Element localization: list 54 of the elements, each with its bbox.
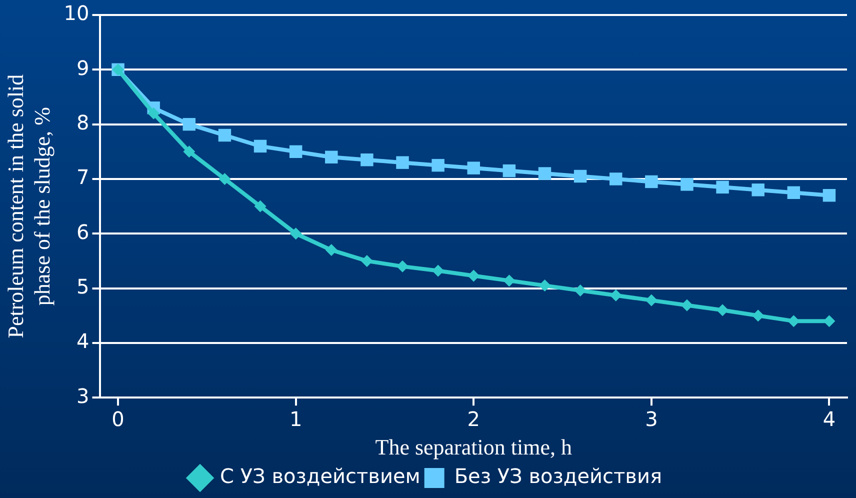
x-tick-label: 4 xyxy=(822,406,836,431)
y-tick-label: 3 xyxy=(76,384,90,408)
point xyxy=(468,270,480,282)
point xyxy=(289,145,302,158)
point xyxy=(502,164,516,178)
point xyxy=(254,200,266,212)
point xyxy=(218,172,231,185)
point xyxy=(822,189,836,202)
y-tick-label: 8 xyxy=(76,110,90,135)
y-tick-label: 10 xyxy=(64,1,90,26)
y-tick-label: 5 xyxy=(76,274,90,298)
point xyxy=(716,304,729,316)
legend-label: С УЗ воздействием xyxy=(220,464,420,488)
point xyxy=(680,299,693,312)
point xyxy=(752,310,764,322)
point xyxy=(610,172,622,186)
point xyxy=(503,274,516,287)
point xyxy=(325,150,338,164)
point xyxy=(538,280,551,292)
point xyxy=(432,264,444,277)
point xyxy=(254,140,267,153)
y-tick-label: 6 xyxy=(76,220,90,244)
x-tick-label: 0 xyxy=(112,406,124,431)
point xyxy=(574,170,587,183)
point xyxy=(752,184,764,196)
point xyxy=(183,146,196,158)
point xyxy=(538,167,552,180)
point xyxy=(396,156,409,169)
point xyxy=(787,186,800,199)
legend-label: Без УЗ воздействия xyxy=(454,464,662,488)
y-axis-title: Petroleum content in the solid phase of the sludge, % xyxy=(2,74,54,338)
y-tick-label: 9 xyxy=(76,56,90,80)
x-tick-label: 3 xyxy=(645,406,658,431)
point xyxy=(645,175,658,188)
point xyxy=(680,178,694,191)
point xyxy=(325,244,338,256)
x-tick-label: 2 xyxy=(467,406,480,431)
point xyxy=(360,254,373,267)
point xyxy=(432,158,444,172)
point xyxy=(645,294,658,306)
y-tick-label: 4 xyxy=(76,329,90,354)
x-tick-label: 1 xyxy=(289,406,302,431)
point xyxy=(360,153,374,166)
point xyxy=(467,162,480,174)
point xyxy=(218,128,232,142)
y-tick-label: 7 xyxy=(76,165,90,190)
point xyxy=(610,289,622,302)
point xyxy=(574,284,586,296)
point xyxy=(182,118,196,131)
point xyxy=(396,260,409,272)
point xyxy=(148,107,160,120)
point xyxy=(290,228,302,240)
x-axis-title: The separation time, h xyxy=(375,434,572,460)
point xyxy=(716,180,729,194)
